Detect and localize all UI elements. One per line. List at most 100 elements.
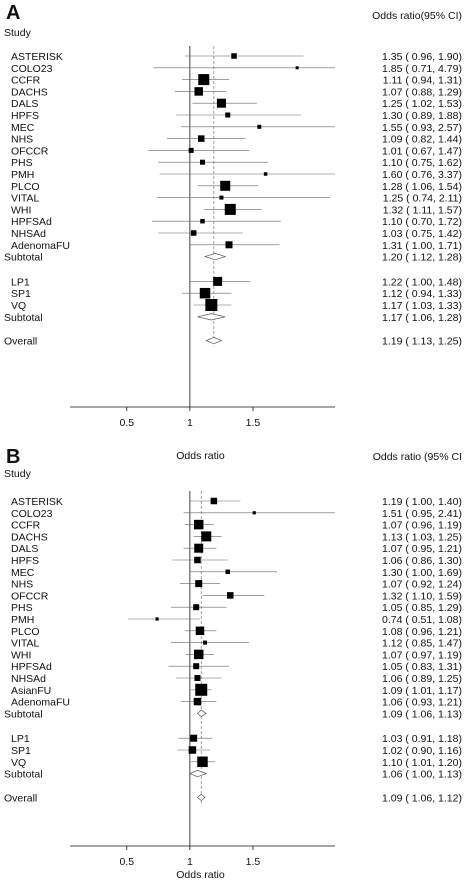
ci-value: 1.30 ( 0.89, 1.88): [382, 110, 462, 122]
effect-marker: [197, 135, 205, 142]
study-label: Overall: [4, 336, 37, 348]
study-label: PLCO: [11, 181, 40, 193]
ci-value: 1.07 ( 0.95, 1.21): [382, 543, 462, 555]
study-label: VITAL: [11, 638, 40, 650]
effect-marker: [193, 519, 204, 530]
study-label: DALS: [11, 543, 38, 555]
x-axis-label: Odds ratio: [176, 869, 225, 881]
effect-marker: [188, 746, 197, 754]
x-tick-label: 1.5: [246, 856, 261, 868]
effect-marker: [203, 640, 208, 645]
study-label: PHS: [11, 602, 33, 614]
effect-marker: [210, 497, 218, 505]
effect-marker: [194, 87, 203, 96]
study-label: PMH: [11, 169, 34, 181]
ci-value: 1.07 ( 0.96, 1.19): [382, 520, 462, 532]
ci-value: 1.06 ( 1.00, 1.13): [382, 769, 462, 781]
effect-marker: [252, 511, 256, 515]
ci-value: 1.51 ( 0.95, 2.41): [382, 508, 462, 520]
ci-value: 1.11 ( 0.94, 1.31): [383, 75, 462, 87]
ci-value: 1.06 ( 0.86, 1.30): [382, 555, 462, 567]
ci-value: 1.02 ( 0.90, 1.16): [382, 745, 462, 757]
ci-value: 1.85 ( 0.71, 4.79): [382, 63, 462, 75]
study-label: AsianFU: [11, 685, 51, 697]
ci-header: Odds ratio (95% CI: [373, 451, 462, 463]
ci-value: 1.12 ( 0.85, 1.47): [382, 638, 462, 650]
study-label: VQ: [11, 300, 26, 312]
summary-diamond: [197, 313, 226, 321]
ci-value: 1.31 ( 1.00, 1.71): [382, 240, 462, 252]
ci-value: 1.28 ( 1.06, 1.54): [382, 181, 462, 193]
ci-value: 1.60 ( 0.76, 3.37): [382, 169, 462, 181]
effect-marker: [199, 287, 211, 299]
ci-value: 1.30 ( 1.00, 1.69): [382, 567, 462, 579]
ci-value: 1.07 ( 0.88, 1.29): [382, 86, 462, 98]
summary-diamond: [188, 770, 208, 778]
study-label: ASTERISK: [11, 51, 63, 63]
study-label: NHSAd: [11, 228, 46, 240]
effect-marker: [231, 53, 237, 59]
ci-value: 1.06 ( 0.93, 1.21): [382, 697, 462, 709]
study-label: PHS: [11, 157, 33, 169]
effect-marker: [195, 626, 205, 636]
ci-value: 1.17 ( 1.06, 1.28): [382, 312, 462, 324]
study-label: Subtotal: [4, 769, 43, 781]
effect-marker: [190, 230, 197, 236]
study-label: COLO23: [11, 508, 53, 520]
study-label: Subtotal: [4, 708, 43, 720]
effect-marker: [195, 683, 208, 696]
effect-marker: [224, 203, 236, 215]
ci-value: 1.19 ( 1.00, 1.40): [382, 496, 462, 508]
x-tick-label: 0.5: [119, 417, 134, 429]
study-label: HPFSAd: [11, 661, 52, 673]
summary-diamond: [205, 337, 223, 345]
effect-marker: [200, 218, 205, 224]
ci-value: 1.09 ( 0.82, 1.44): [382, 134, 462, 146]
ci-value: 1.01 ( 0.67, 1.47): [382, 145, 462, 157]
study-label: AdenomaFU: [11, 697, 70, 709]
ci-value: 1.08 ( 0.96, 1.21): [382, 626, 462, 638]
ci-value: 1.05 ( 0.85, 1.29): [382, 602, 462, 614]
study-label: PLCO: [11, 626, 40, 638]
study-label: WHI: [11, 204, 31, 216]
summary-diamond: [196, 793, 206, 802]
effect-marker: [225, 241, 233, 249]
ci-value: 1.55 ( 0.93, 2.57): [382, 122, 462, 134]
study-label: NHSAd: [11, 673, 46, 685]
study-label: Subtotal: [4, 252, 43, 264]
ci-value: 1.10 ( 1.01, 1.20): [382, 757, 462, 769]
effect-marker: [220, 180, 231, 191]
effect-marker: [195, 580, 203, 588]
ci-header: Odds ratio(95% CI): [372, 10, 462, 22]
effect-marker: [295, 66, 299, 70]
ci-value: 1.32 ( 1.10, 1.59): [382, 590, 462, 602]
effect-marker: [193, 697, 202, 706]
effect-marker: [194, 543, 204, 553]
study-label: WHI: [11, 649, 31, 661]
study-label: MEC: [11, 122, 35, 134]
ci-value: 1.35 ( 0.96, 1.90): [382, 51, 462, 63]
x-tick-label: 1: [187, 856, 193, 868]
study-label: HPFS: [11, 555, 39, 567]
panel-letter: B: [6, 446, 20, 468]
ci-value: 1.06 ( 0.89, 1.25): [382, 673, 462, 685]
effect-marker: [193, 649, 204, 660]
study-label: SP1: [11, 288, 31, 300]
study-label: NHS: [11, 579, 33, 591]
effect-marker: [200, 159, 205, 165]
x-tick-label: 1.5: [246, 417, 261, 429]
ci-value: 1.05 ( 0.83, 1.31): [382, 661, 462, 673]
study-label: CCFR: [11, 520, 41, 532]
ci-value: 1.10 ( 0.70, 1.72): [382, 216, 462, 228]
ci-value: 1.03 ( 0.75, 1.42): [382, 228, 462, 240]
ci-value: 1.13 ( 1.03, 1.25): [382, 531, 462, 543]
study-label: HPFSAd: [11, 216, 52, 228]
ci-value: 1.09 ( 1.06, 1.12): [382, 792, 462, 804]
summary-diamond: [203, 253, 227, 261]
x-tick-label: 1: [187, 417, 193, 429]
effect-marker: [225, 112, 231, 118]
effect-marker: [216, 98, 226, 108]
effect-marker: [155, 617, 159, 621]
ci-value: 0.74 ( 0.51, 1.08): [382, 614, 462, 626]
